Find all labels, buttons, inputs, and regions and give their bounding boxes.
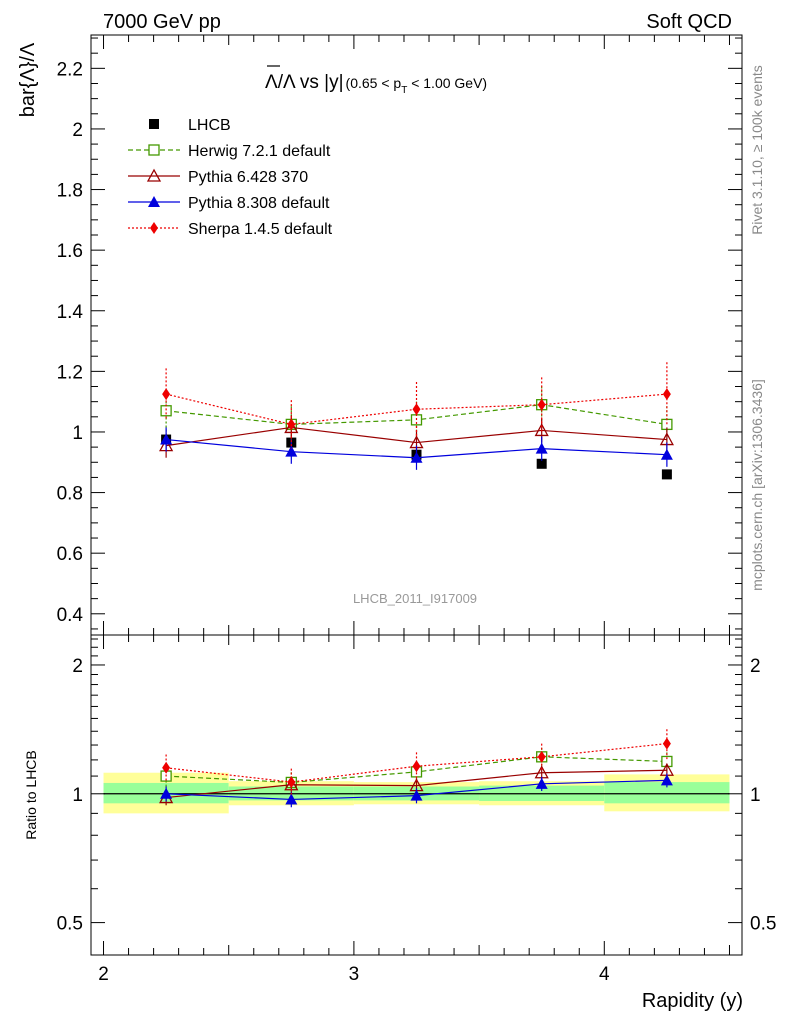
ratio-band-green-4	[604, 782, 730, 804]
legend-entry-4: Sherpa 1.4.5 default	[128, 221, 333, 238]
main-series-3	[160, 427, 673, 470]
ratio-ytick-label-right-2: 2	[750, 656, 761, 677]
main-point	[287, 418, 296, 431]
main-axes: 0.4 0.6 0.8 1 1.2 1.4 1.6 1.8 2 2.2	[57, 35, 742, 635]
main-ytick-label-9: 2.2	[57, 59, 83, 80]
ratio-ytick-label-2: 2	[72, 656, 83, 677]
legend-label: Pythia 6.428 370	[188, 169, 308, 186]
analysis-watermark: LHCB_2011_I917009	[353, 591, 477, 606]
main-ytick-label-7: 1.8	[57, 181, 83, 202]
main-point	[660, 448, 673, 460]
main-point	[536, 458, 547, 469]
rivet-label: Rivet 3.1.10, ≥ 100k events	[749, 65, 765, 235]
main-point	[535, 442, 548, 454]
main-point	[537, 398, 546, 411]
main-series-4	[162, 362, 671, 449]
plot-title: Λ/Λ vs |y| (0.65 < pT < 1.00 GeV)	[265, 65, 487, 96]
ratio-plot-frame	[90, 634, 743, 956]
legend-entry-2: Pythia 6.428 370	[128, 168, 308, 186]
ratio-series-3	[162, 729, 671, 797]
ratio-series-layer	[159, 729, 674, 808]
x-axis-label: Rapidity (y)	[642, 990, 743, 1012]
legend-label: LHCB	[188, 117, 231, 134]
title-sub-text: (0.65 < p	[346, 75, 402, 91]
ratio-axes: 0.5 0.5 1 1 2 2 2 3 4	[57, 635, 776, 985]
source-label: mcplots.cern.ch [arXiv:1306.3436]	[749, 379, 765, 591]
main-ytick-label-2: 0.8	[57, 484, 83, 505]
main-ytick-label-4: 1.2	[57, 362, 83, 383]
main-ytick-label-8: 2	[72, 120, 83, 141]
ratio-point	[287, 776, 296, 789]
legend-marker	[146, 168, 162, 182]
xtick-label-0: 2	[98, 964, 109, 985]
title-sub-index: T	[401, 85, 407, 96]
legend-label: Pythia 8.308 default	[188, 195, 330, 212]
main-point	[410, 451, 423, 463]
ratio-ytick-label-right-1: 1	[750, 785, 761, 806]
title-main: Λ/Λ vs |y| (0.65 < pT < 1.00 GeV)	[265, 72, 487, 96]
main-series-line-4	[165, 393, 667, 426]
main-point	[661, 469, 672, 480]
ratio-point	[285, 793, 298, 805]
ratio-point	[535, 777, 548, 789]
title-sub-end: < 1.00 GeV)	[407, 75, 487, 91]
legend-entry-3: Pythia 8.308 default	[128, 195, 330, 212]
legend-entry-1: Herwig 7.2.1 default	[128, 143, 331, 160]
ratio-series-1	[159, 762, 674, 806]
legend-marker	[148, 144, 160, 156]
xtick-label-1: 3	[349, 964, 360, 985]
xtick-label-2: 4	[599, 964, 610, 985]
ratio-point	[537, 750, 546, 763]
ratio-point	[160, 787, 173, 799]
ratio-point	[662, 737, 671, 750]
ratio-point	[162, 761, 171, 774]
legend-label: Herwig 7.2.1 default	[188, 143, 331, 160]
header-left: 7000 GeV pp	[103, 11, 221, 33]
legend: LHCB Herwig 7.2.1 default Pythia 6.428 370…	[128, 117, 333, 238]
ratio-ytick-label-0: 0.5	[57, 914, 83, 935]
legend-marker	[148, 196, 160, 207]
ratio-series-2	[160, 773, 673, 808]
legend-label: Sherpa 1.4.5 default	[188, 221, 333, 238]
legend-marker	[149, 119, 159, 129]
legend-marker	[150, 222, 158, 234]
main-ytick-label-3: 1	[72, 423, 83, 444]
legend-entry-0: LHCB	[149, 117, 231, 134]
main-ytick-label-5: 1.4	[57, 302, 84, 323]
main-point	[285, 445, 298, 457]
ratio-point	[660, 774, 673, 786]
ratio-ytick-label-1: 1	[72, 785, 83, 806]
main-point	[662, 388, 671, 401]
main-point	[534, 423, 549, 437]
main-ytick-label-0: 0.4	[57, 605, 84, 626]
title-main-text: Λ/Λ vs |y|	[265, 72, 344, 93]
ratio-ytick-label-right-0: 0.5	[750, 914, 776, 935]
main-ylabel: bar{Λ}/Λ	[17, 42, 39, 117]
ratio-point	[412, 760, 421, 773]
ratio-ylabel: Ratio to LHCB	[23, 750, 39, 839]
main-ytick-label-1: 0.6	[57, 544, 83, 565]
header-right: Soft QCD	[646, 11, 732, 33]
main-ytick-label-6: 1.6	[57, 241, 83, 262]
main-series-layer	[159, 362, 674, 480]
main-point	[160, 433, 173, 445]
ratio-point	[410, 789, 423, 801]
main-point	[412, 403, 421, 416]
main-point	[162, 388, 171, 401]
